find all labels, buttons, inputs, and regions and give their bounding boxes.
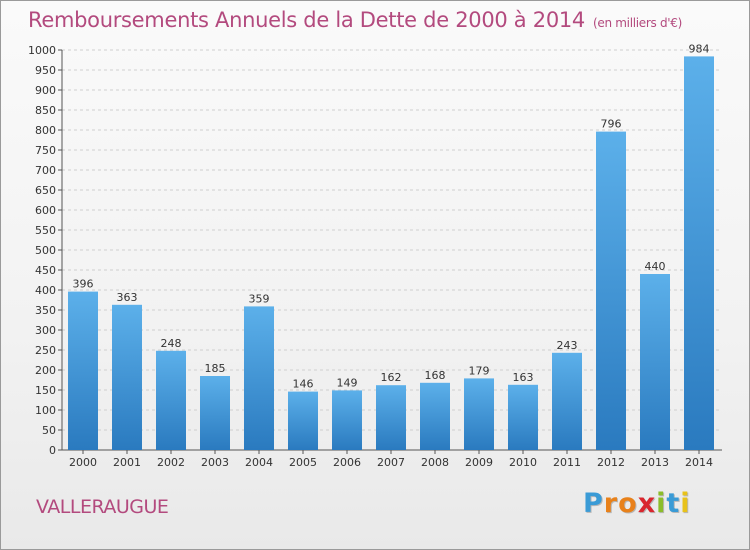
bar xyxy=(332,390,362,450)
chart-title-text: Remboursements Annuels de la Dette de 20… xyxy=(28,8,585,32)
y-tick-label: 250 xyxy=(35,344,56,357)
data-label: 149 xyxy=(337,376,358,389)
y-tick-label: 150 xyxy=(35,384,56,397)
x-tick-label: 2013 xyxy=(641,456,669,469)
bar xyxy=(464,378,494,450)
bar xyxy=(156,350,186,450)
y-tick-label: 1000 xyxy=(28,44,56,57)
y-tick-label: 100 xyxy=(35,404,56,417)
x-tick-label: 2007 xyxy=(377,456,405,469)
bar xyxy=(420,382,450,450)
data-label: 168 xyxy=(425,369,446,382)
x-tick-label: 2014 xyxy=(685,456,713,469)
x-tick-label: 2011 xyxy=(553,456,581,469)
data-label: 146 xyxy=(293,378,314,391)
y-tick-label: 50 xyxy=(42,424,56,437)
data-label: 363 xyxy=(117,291,138,304)
logo-letter: o xyxy=(618,488,638,519)
bars xyxy=(68,56,714,451)
data-label: 163 xyxy=(513,371,534,384)
y-tick-label: 550 xyxy=(35,224,56,237)
x-tick-label: 2004 xyxy=(245,456,273,469)
data-label: 162 xyxy=(381,371,402,384)
y-tick-label: 500 xyxy=(35,244,56,257)
bar xyxy=(596,131,626,450)
data-label: 440 xyxy=(645,260,666,273)
bar xyxy=(288,391,318,450)
x-tick-label: 2010 xyxy=(509,456,537,469)
bar xyxy=(640,274,670,450)
x-tick-label: 2008 xyxy=(421,456,449,469)
bar xyxy=(684,56,714,451)
x-tick-label: 2005 xyxy=(289,456,317,469)
y-tick-label: 800 xyxy=(35,124,56,137)
proxiti-logo: Proxiti xyxy=(583,488,691,519)
bar xyxy=(68,291,98,450)
logo-letter: r xyxy=(603,488,619,519)
logo-letter: t xyxy=(666,488,681,519)
logo-letter: i xyxy=(680,488,691,519)
y-tick-label: 650 xyxy=(35,184,56,197)
y-tick-label: 200 xyxy=(35,364,56,377)
labels: 0 50 100 150 200 250 300 350 400 450 500 550 600 650 7… xyxy=(28,42,713,469)
bar xyxy=(244,306,274,450)
y-tick-label: 0 xyxy=(49,444,56,457)
x-tick-label: 2006 xyxy=(333,456,361,469)
bar xyxy=(200,376,230,450)
data-label: 984 xyxy=(689,42,710,55)
chart-subtitle: (en milliers d'€) xyxy=(593,16,683,30)
x-tick-label: 2002 xyxy=(157,456,185,469)
logo-letter: i xyxy=(656,488,667,519)
y-tick-label: 300 xyxy=(35,324,56,337)
data-label: 359 xyxy=(249,292,270,305)
y-tick-label: 600 xyxy=(35,204,56,217)
y-tick-label: 350 xyxy=(35,304,56,317)
data-label: 185 xyxy=(205,362,226,375)
y-tick-label: 950 xyxy=(35,64,56,77)
x-tick-label: 2012 xyxy=(597,456,625,469)
logo-letter: P xyxy=(583,488,604,519)
logo-letter: x xyxy=(637,488,657,519)
x-tick-label: 2001 xyxy=(113,456,141,469)
y-tick-label: 450 xyxy=(35,264,56,277)
y-tick-label: 900 xyxy=(35,84,56,97)
y-tick-label: 750 xyxy=(35,144,56,157)
data-label: 396 xyxy=(73,278,94,291)
data-label: 179 xyxy=(469,364,490,377)
commune-name: VALLERAUGUE xyxy=(36,496,169,518)
data-label: 796 xyxy=(601,118,622,131)
bar xyxy=(508,384,538,450)
bar xyxy=(112,304,142,450)
bar xyxy=(552,352,582,450)
y-tick-label: 700 xyxy=(35,164,56,177)
x-tick-label: 2000 xyxy=(69,456,97,469)
x-tick-label: 2009 xyxy=(465,456,493,469)
data-label: 248 xyxy=(161,337,182,350)
y-tick-label: 850 xyxy=(35,104,56,117)
y-tick-label: 400 xyxy=(35,284,56,297)
data-label: 243 xyxy=(557,339,578,352)
chart-title: Remboursements Annuels de la Dette de 20… xyxy=(28,8,682,32)
bar xyxy=(376,385,406,450)
x-tick-label: 2003 xyxy=(201,456,229,469)
